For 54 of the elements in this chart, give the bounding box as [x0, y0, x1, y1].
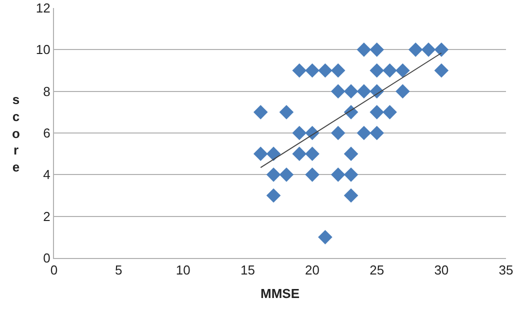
y-tick-label: 8 [43, 84, 50, 99]
point [370, 105, 384, 120]
point [330, 84, 346, 98]
point [292, 126, 307, 140]
y-tick-label: 12 [36, 0, 50, 16]
y-axis-title: score [12, 92, 20, 175]
point [266, 188, 281, 203]
point [396, 84, 410, 98]
y-tick-label: 2 [43, 208, 50, 224]
x-axis-title: MMSE [260, 286, 300, 302]
y-tick-label: 10 [36, 42, 50, 58]
point [382, 63, 397, 78]
x-tick-label: 25 [370, 262, 384, 278]
point [330, 168, 346, 182]
point [356, 126, 372, 140]
point [370, 63, 384, 78]
point [305, 146, 320, 161]
point [408, 42, 423, 57]
point [266, 146, 281, 161]
x-tick-label: 35 [498, 262, 514, 278]
point [370, 42, 384, 57]
x-tick-label: 10 [176, 262, 190, 278]
point [330, 63, 346, 78]
y-tick-label: 0 [43, 250, 50, 266]
x-tick-label: 15 [240, 262, 255, 278]
y-tick-label: 6 [43, 126, 50, 141]
point [370, 126, 384, 140]
point [434, 42, 449, 57]
point [421, 42, 436, 57]
point [305, 63, 320, 78]
point [344, 84, 358, 98]
point [279, 168, 294, 182]
point [356, 84, 372, 98]
x-tick-label: 30 [434, 262, 449, 278]
point [279, 105, 294, 120]
point [266, 168, 281, 182]
point [318, 63, 332, 78]
point [344, 188, 358, 203]
point [344, 168, 358, 182]
point [253, 146, 268, 161]
point [434, 63, 449, 78]
point [356, 42, 372, 57]
point [330, 126, 346, 140]
x-tick-label: 20 [305, 262, 320, 278]
point [318, 230, 332, 244]
point [292, 63, 307, 78]
point [396, 63, 410, 78]
point [292, 146, 307, 161]
point [253, 105, 268, 120]
point [305, 168, 320, 182]
y-tick-label: 4 [43, 167, 50, 182]
x-tick-label: 5 [114, 262, 122, 278]
point [344, 146, 358, 161]
point [382, 105, 397, 120]
